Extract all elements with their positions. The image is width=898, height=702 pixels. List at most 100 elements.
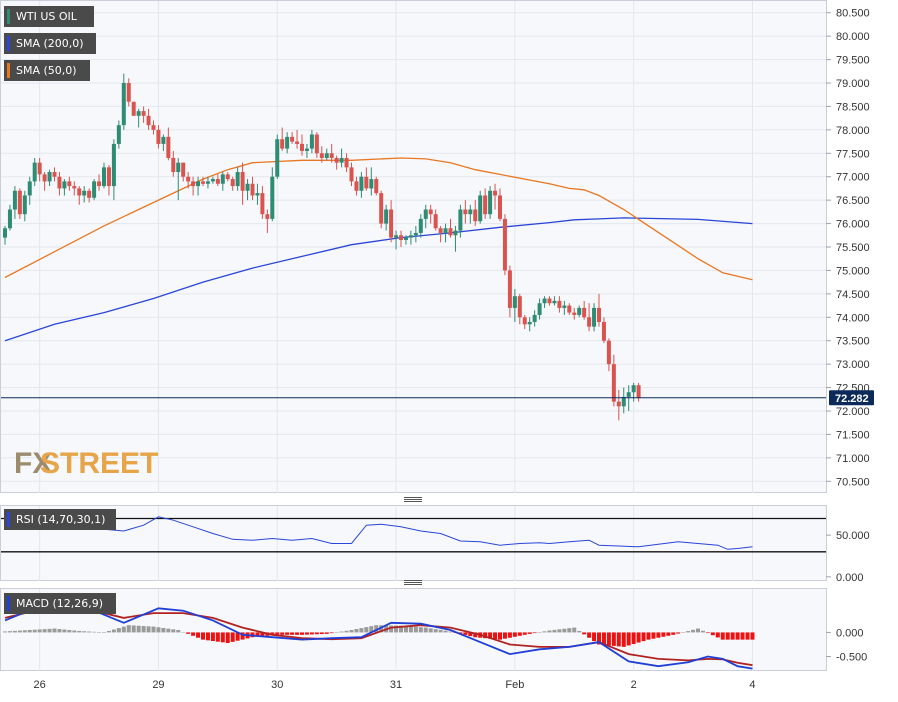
candle-body: [32, 162, 37, 182]
candle: [537, 298, 542, 320]
macd-histogram-bar: [656, 632, 661, 638]
macd-histogram-bar: [671, 632, 676, 635]
candle-body: [260, 193, 265, 215]
macd-histogram-bar: [611, 632, 616, 646]
macd-histogram-bar: [557, 629, 562, 633]
macd-histogram-bar: [196, 632, 201, 638]
rsi-resize-handle[interactable]: [404, 497, 422, 502]
macd-histogram-bar: [7, 631, 12, 633]
candle: [235, 167, 240, 191]
macd-histogram-bar: [745, 632, 750, 640]
candle: [304, 143, 309, 158]
candle-body: [106, 167, 111, 187]
macd-histogram-bar: [314, 632, 319, 635]
macd-histogram-bar: [12, 630, 17, 633]
macd-histogram-bar: [156, 627, 161, 633]
macd-histogram-bar: [290, 632, 295, 635]
candle: [146, 108, 151, 130]
candle: [577, 305, 582, 318]
macd-histogram-bar: [413, 626, 418, 633]
macd-histogram-bar: [22, 630, 27, 633]
time-tick-label: 30: [271, 679, 283, 691]
candle: [423, 204, 428, 229]
candle: [483, 188, 488, 219]
macd-histogram-bar: [176, 630, 181, 633]
candle: [616, 389, 621, 421]
rsi-panel[interactable]: [0, 505, 827, 581]
macd-histogram-bar: [493, 632, 498, 640]
price-tick-label: 74.500: [836, 289, 870, 301]
sma200-line: [4, 217, 753, 342]
candle: [42, 172, 47, 191]
candle: [374, 176, 379, 196]
macd-histogram-bar: [62, 629, 67, 633]
candle: [181, 162, 186, 182]
candle-body: [151, 125, 156, 130]
macd-histogram-bar: [329, 632, 334, 634]
legend-instrument[interactable]: WTI US OIL: [4, 6, 94, 27]
candle-body: [606, 340, 611, 365]
macd-histogram-bar: [567, 628, 572, 633]
candle: [97, 174, 102, 191]
candle-body: [611, 364, 616, 402]
candle-body: [453, 230, 458, 236]
macd-histogram-bar: [661, 632, 666, 637]
candle: [22, 190, 27, 222]
macd-histogram-bar: [418, 627, 423, 633]
candle: [458, 204, 463, 238]
candle: [329, 143, 334, 163]
candle: [230, 176, 235, 191]
macd-histogram-bar: [428, 628, 433, 633]
candle: [77, 186, 82, 205]
candle-body: [171, 157, 176, 173]
macd-histogram-bar: [116, 628, 121, 633]
candle-body: [87, 190, 92, 198]
candle-body: [319, 153, 324, 158]
candle-body: [582, 307, 587, 318]
candle-body: [265, 214, 270, 219]
candle-body: [309, 134, 314, 149]
candle-body: [52, 172, 57, 177]
macd-resize-handle[interactable]: [404, 580, 422, 585]
candle-body: [473, 209, 478, 222]
candle-body: [3, 228, 7, 238]
legend-sma50-label: SMA (50,0): [16, 64, 77, 77]
candle: [220, 172, 225, 191]
candle-body: [597, 307, 601, 322]
candle-layer: [3, 73, 641, 421]
macd-histogram-bar: [359, 628, 364, 633]
macd-histogram-bar: [319, 632, 324, 635]
candle: [171, 150, 176, 177]
macd-histogram-bar: [106, 630, 111, 633]
candle: [82, 186, 87, 203]
time-tick-label: 31: [390, 679, 402, 691]
candle: [597, 293, 601, 327]
price-tick-label: 70.500: [836, 476, 870, 488]
candle: [300, 134, 304, 156]
price-tick-label: 74.000: [836, 312, 870, 324]
macd-histogram-bar: [587, 632, 592, 638]
macd-histogram-bar: [394, 625, 399, 633]
candle-body: [196, 181, 201, 187]
macd-histogram-bar: [468, 632, 473, 637]
candle-body: [517, 296, 522, 318]
candle: [245, 179, 250, 201]
candle: [280, 127, 285, 151]
candle-body: [181, 162, 186, 177]
candle-body: [102, 167, 106, 187]
macd-histogram-bar: [552, 629, 557, 633]
macd-tick-label: -0.500: [836, 652, 867, 664]
price-tick-label: 71.000: [836, 453, 870, 465]
legend-sma200[interactable]: SMA (200,0): [4, 33, 96, 54]
candle-body: [502, 218, 507, 271]
macd-histogram-bar: [102, 632, 106, 633]
candle-body: [121, 83, 126, 126]
candle: [478, 190, 483, 224]
legend-rsi[interactable]: RSI (14,70,30,1): [4, 509, 116, 530]
candle-body: [428, 209, 433, 215]
macd-histogram-bar: [438, 629, 443, 633]
legend-sma50[interactable]: SMA (50,0): [4, 60, 90, 81]
legend-macd[interactable]: MACD (12,26,9): [4, 593, 116, 614]
candle-body: [27, 181, 32, 196]
price-tick-label: 77.500: [836, 148, 870, 160]
